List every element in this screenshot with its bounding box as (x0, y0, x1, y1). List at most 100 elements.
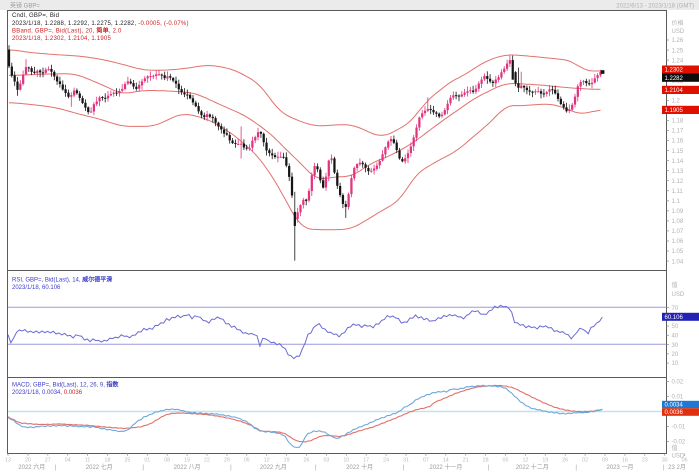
svg-text:11: 11 (85, 457, 91, 463)
svg-text:60.106: 60.106 (665, 315, 684, 321)
svg-text:16: 16 (622, 457, 628, 463)
svg-text:2023/1/18, 1.2302, 1.2104, 1.1: 2023/1/18, 1.2302, 1.2104, 1.1905 (12, 36, 111, 42)
svg-text:|: | (488, 465, 490, 471)
svg-text:31: 31 (403, 457, 409, 463)
svg-text:28: 28 (483, 457, 489, 463)
svg-text:01: 01 (144, 457, 150, 463)
svg-text:1.2104: 1.2104 (665, 88, 684, 94)
svg-text:2022 七月: 2022 七月 (86, 463, 113, 471)
svg-text:MACD, GBP=, Bid(Last), 12, 26: MACD, GBP=, Bid(Last), 12, 26, 9, 指数 (12, 381, 120, 389)
svg-text:1.1905: 1.1905 (665, 108, 684, 114)
svg-text:1.26: 1.26 (672, 38, 684, 44)
svg-text:25: 25 (124, 457, 130, 463)
svg-text:2023/1/18, 0.0034, 0.0036: 2023/1/18, 0.0034, 0.0036 (12, 390, 83, 396)
svg-text:12: 12 (264, 457, 270, 463)
svg-text:1.18: 1.18 (672, 119, 684, 125)
svg-text:1.2: 1.2 (672, 99, 681, 105)
svg-text:10: 10 (343, 457, 349, 463)
svg-text:1.16: 1.16 (672, 139, 684, 145)
svg-text:2023/1/18, 1.2288, 1.2292, 1.2: 2023/1/18, 1.2288, 1.2292, 1.2275, 1.228… (12, 21, 189, 27)
svg-text:1.08: 1.08 (672, 219, 684, 225)
svg-text:13: 13 (5, 457, 11, 463)
svg-text:2022 六月: 2022 六月 (18, 463, 45, 471)
svg-text:英镑 GBP=: 英镑 GBP= (10, 2, 40, 10)
svg-text:04: 04 (65, 457, 71, 463)
svg-text:2023 一月: 2023 一月 (606, 464, 633, 471)
svg-text:1.12: 1.12 (672, 179, 684, 185)
svg-text:BBand, GBP=, Bid(Last), 20, 简: BBand, GBP=, Bid(Last), 20, 简单, 2.0 (12, 26, 122, 34)
svg-text:07: 07 (423, 457, 429, 463)
svg-text:2022 八月: 2022 八月 (174, 464, 201, 471)
svg-text:2022 十月: 2022 十月 (346, 463, 373, 471)
svg-text:|: | (55, 465, 57, 471)
svg-text:10: 10 (672, 361, 679, 367)
svg-text:0.02: 0.02 (672, 380, 684, 386)
svg-text:1.25: 1.25 (672, 48, 684, 54)
svg-text:40: 40 (672, 334, 679, 340)
svg-text:06: 06 (682, 457, 688, 463)
svg-text:02: 02 (582, 457, 588, 463)
svg-text:|: | (663, 465, 665, 471)
svg-text:1.09: 1.09 (672, 209, 684, 215)
svg-text:23 2月: 23 2月 (668, 464, 686, 471)
svg-text:29: 29 (224, 457, 230, 463)
svg-text:70: 70 (672, 306, 679, 312)
svg-text:1.14: 1.14 (672, 159, 684, 165)
svg-text:21: 21 (463, 457, 469, 463)
svg-text:08: 08 (164, 457, 170, 463)
svg-text:价格: 价格 (672, 19, 684, 27)
svg-text:14: 14 (443, 457, 449, 463)
svg-text:19: 19 (542, 457, 548, 463)
svg-text:1.17: 1.17 (672, 129, 684, 135)
svg-text:15: 15 (184, 457, 190, 463)
svg-text:USD: USD (672, 454, 685, 460)
svg-text:05: 05 (503, 457, 509, 463)
svg-text:03: 03 (323, 457, 329, 463)
svg-text:0.01: 0.01 (672, 395, 684, 401)
svg-text:17: 17 (363, 457, 369, 463)
svg-text:22: 22 (204, 457, 210, 463)
svg-text:-0.01: -0.01 (672, 425, 686, 431)
svg-text:|: | (315, 465, 317, 471)
svg-text:1.24: 1.24 (672, 58, 684, 64)
svg-text:1.04: 1.04 (672, 259, 684, 265)
svg-text:1.1: 1.1 (672, 199, 681, 205)
svg-text:1.06: 1.06 (672, 239, 684, 245)
svg-text:30: 30 (672, 343, 679, 349)
svg-text:27: 27 (45, 457, 51, 463)
svg-text:19: 19 (284, 457, 290, 463)
svg-text:1.15: 1.15 (672, 149, 684, 155)
svg-text:1.07: 1.07 (672, 229, 684, 235)
svg-text:1.13: 1.13 (672, 169, 684, 175)
svg-text:1.2282: 1.2282 (665, 76, 684, 82)
svg-text:USD: USD (672, 29, 685, 35)
svg-text:2022 十一月: 2022 十一月 (429, 463, 462, 471)
svg-text:26: 26 (562, 457, 568, 463)
svg-text:|: | (403, 465, 405, 471)
svg-text:24: 24 (383, 457, 389, 463)
svg-text:20: 20 (25, 457, 31, 463)
svg-text:|: | (575, 465, 577, 471)
svg-text:12: 12 (522, 457, 528, 463)
svg-text:0.0036: 0.0036 (665, 410, 684, 416)
svg-text:18: 18 (105, 457, 111, 463)
svg-text:Cndl, GBP=, Bid: Cndl, GBP=, Bid (12, 13, 59, 19)
svg-text:1.11: 1.11 (672, 189, 684, 195)
svg-text:2022 十二月: 2022 十二月 (516, 463, 549, 471)
svg-text:USD: USD (672, 292, 685, 298)
svg-text:09: 09 (602, 457, 608, 463)
svg-text:2023/1/18, 60.106: 2023/1/18, 60.106 (12, 285, 61, 291)
svg-text:值: 值 (672, 281, 678, 289)
svg-text:值: 值 (672, 444, 678, 452)
svg-text:1.05: 1.05 (672, 249, 684, 255)
svg-text:23: 23 (642, 457, 648, 463)
svg-text:0.0034: 0.0034 (665, 403, 684, 409)
svg-text:-0.02: -0.02 (672, 440, 686, 446)
svg-text:30: 30 (662, 457, 668, 463)
svg-text:50: 50 (672, 324, 679, 330)
svg-text:2022 九月: 2022 九月 (260, 463, 287, 471)
svg-text:26: 26 (304, 457, 310, 463)
svg-text:|: | (230, 465, 232, 471)
svg-text:|: | (142, 465, 144, 471)
svg-text:05: 05 (244, 457, 250, 463)
